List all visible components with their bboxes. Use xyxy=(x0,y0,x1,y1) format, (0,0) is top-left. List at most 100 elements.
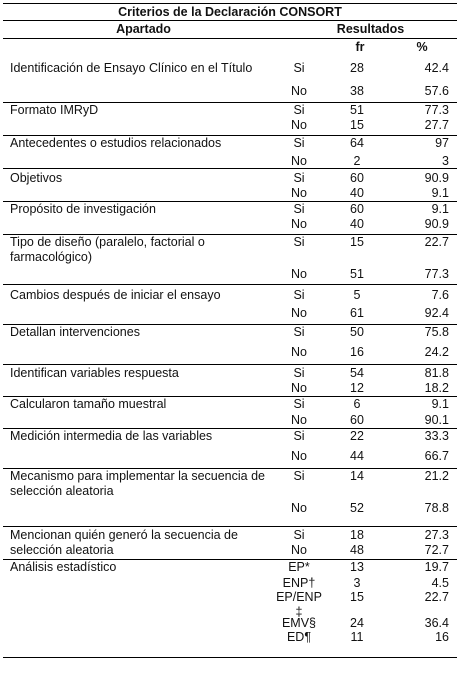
pct-cell: 27.7 xyxy=(424,118,449,132)
category-cell: Si xyxy=(293,61,305,75)
pct-cell: 77.3 xyxy=(424,103,449,117)
category-cell: Si xyxy=(293,325,305,339)
table-row: No 38 57.6 xyxy=(3,84,457,99)
category-cell: Si xyxy=(293,469,305,483)
table-row-group: Propósito de investigación Si 60 9.1 No 40 90.… xyxy=(3,202,457,235)
category-cell: No xyxy=(291,154,307,168)
pct-cell: 22.7 xyxy=(424,590,449,604)
pct-cell: 9.1 xyxy=(431,397,449,411)
table-row: No 52 78.8 xyxy=(3,501,457,516)
fr-cell: 48 xyxy=(350,543,364,557)
table-row: No 12 18.2 xyxy=(3,381,457,396)
category-cell: No xyxy=(291,543,307,557)
fr-cell: 60 xyxy=(350,171,364,185)
criterion-label: Mencionan quién generó la secuencia de s… xyxy=(10,528,238,557)
pct-cell: 16 xyxy=(435,630,449,644)
fr-cell: 61 xyxy=(350,306,364,320)
pct-cell: 3 xyxy=(442,154,449,168)
fr-cell: 5 xyxy=(353,288,361,302)
fr-cell: 18 xyxy=(350,528,364,542)
table-row: No 40 90.9 xyxy=(3,217,457,232)
pct-cell: 36.4 xyxy=(424,616,449,630)
category-cell: Si xyxy=(293,103,305,117)
category-cell: Si xyxy=(293,235,305,249)
table-row-group: Calcularon tamaño muestral Si 6 9.1 No 60 90.1 xyxy=(3,397,457,429)
category-cell: No xyxy=(291,118,307,132)
category-cell: Si xyxy=(293,429,305,443)
pct-cell: 81.8 xyxy=(424,366,449,380)
category-cell: EP* xyxy=(288,560,310,574)
table-row: ED¶ 11 16 xyxy=(3,630,457,645)
category-cell: Si xyxy=(293,288,305,302)
pct-cell: 92.4 xyxy=(424,306,449,320)
pct-cell: 21.2 xyxy=(424,469,449,483)
category-cell: No xyxy=(291,501,307,515)
table-row: Si 54 81.8 xyxy=(3,366,457,381)
criterion-label: Calcularon tamaño muestral xyxy=(10,397,167,411)
criterion-label: Detallan intervenciones xyxy=(10,325,140,339)
table-row: No 60 90.1 xyxy=(3,413,457,428)
pct-cell: 78.8 xyxy=(424,501,449,515)
table-row: No 51 77.3 xyxy=(3,267,457,282)
category-cell: No xyxy=(291,381,307,395)
fr-cell: 40 xyxy=(350,186,364,200)
category-cell: No xyxy=(291,84,307,98)
pct-cell: 7.6 xyxy=(431,288,449,302)
table-row: No 44 66.7 xyxy=(3,449,457,464)
fr-cell: 40 xyxy=(350,217,364,231)
table-row: No 48 72.7 xyxy=(3,543,457,558)
table-row: Si 28 42.4 xyxy=(3,61,457,76)
category-cell: Si xyxy=(293,171,305,185)
table-row: Si 6 9.1 xyxy=(3,397,457,412)
fr-cell: 60 xyxy=(350,202,364,216)
pct-cell: 4.5 xyxy=(431,576,449,590)
pct-cell: 90.9 xyxy=(424,171,449,185)
fr-cell: 24 xyxy=(350,616,364,630)
table-row: Si 22 33.3 xyxy=(3,429,457,444)
table-row-group: Antecedentes o estudios relacionados Si 64… xyxy=(3,136,457,169)
fr-cell: 15 xyxy=(350,118,364,132)
fr-cell: 64 xyxy=(350,136,364,150)
pct-cell: 27.3 xyxy=(424,528,449,542)
fr-cell: 52 xyxy=(350,501,364,515)
table-row: EP* 13 19.7 xyxy=(3,560,457,575)
fr-cell: 2 xyxy=(353,154,361,168)
pct-cell: 75.8 xyxy=(424,325,449,339)
category-cell: No xyxy=(291,306,307,320)
subheader-row: fr % xyxy=(3,39,457,55)
category-cell: EP/ENP ‡ xyxy=(276,590,322,619)
table-row: EP/ENP ‡ 15 22.7 xyxy=(3,590,457,619)
table-row-group: Mencionan quién generó la secuencia de s… xyxy=(3,527,457,560)
table-row: Si 64 97 xyxy=(3,136,457,151)
fr-cell: 15 xyxy=(350,590,364,604)
criterion-label: Antecedentes o estudios relacionados xyxy=(10,136,222,150)
fr-cell: 44 xyxy=(350,449,364,463)
table-row-group: Objetivos Si 60 90.9 No 40 9.1 xyxy=(3,169,457,202)
category-cell: No xyxy=(291,413,307,427)
fr-cell: 28 xyxy=(350,61,364,75)
category-cell: ED¶ xyxy=(286,630,312,644)
table-row: No 40 9.1 xyxy=(3,186,457,201)
fr-cell: 54 xyxy=(350,366,364,380)
table-row: Si 18 27.3 xyxy=(3,528,457,543)
table-row-group: Cambios después de iniciar el ensayo Si 5 7… xyxy=(3,285,457,325)
pct-cell: 72.7 xyxy=(424,543,449,557)
pct-cell: 90.1 xyxy=(424,413,449,427)
criterion-label: Objetivos xyxy=(10,171,63,185)
header-apartado: Apartado xyxy=(116,22,171,36)
table-row-group: Medición intermedia de las variables Si 22… xyxy=(3,429,457,469)
table-title: Criterios de la Declaración CONSORT xyxy=(3,3,457,21)
category-cell: No xyxy=(291,217,307,231)
table-row-group: Análisis estadístico EP* 13 19.7 ENP† 3 4.5 EP/… xyxy=(3,560,457,658)
table-row: Si 50 75.8 xyxy=(3,325,457,340)
fr-cell: 15 xyxy=(350,235,364,249)
pct-cell: 90.9 xyxy=(424,217,449,231)
category-cell: No xyxy=(291,345,307,359)
category-cell: Si xyxy=(293,136,305,150)
category-cell: No xyxy=(291,267,307,281)
category-cell: Si xyxy=(293,366,305,380)
table-row-group: Formato IMRyD Si 51 77.3 No 15 27.7 xyxy=(3,103,457,136)
table-body: Identificación de Ensayo Clínico en el T… xyxy=(3,55,457,658)
pct-cell: 77.3 xyxy=(424,267,449,281)
criterion-label: Formato IMRyD xyxy=(10,103,99,117)
